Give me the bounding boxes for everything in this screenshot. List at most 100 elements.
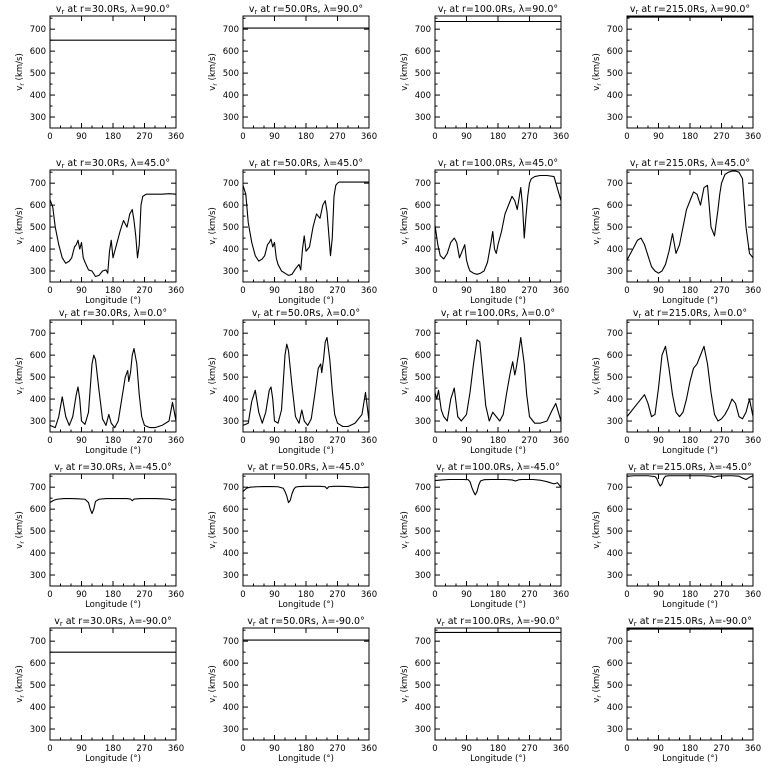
y-axis-label: vr (km/s) — [592, 53, 603, 91]
series-line — [626, 475, 754, 487]
chart-panel: vr at r=215.0Rs, λ=-90.0° 0 90 180 270 360 300… — [592, 616, 761, 764]
x-tick-label: 360 — [553, 286, 569, 296]
y-tick-label: 400 — [223, 91, 239, 101]
x-tick-label: 0 — [240, 744, 245, 754]
y-axis-label: vr (km/s) — [400, 53, 411, 91]
x-tick-label: 90 — [461, 132, 472, 142]
x-axis-label: Longitude (°) — [278, 600, 334, 610]
y-tick-label: 300 — [30, 113, 46, 123]
chart-title: vr at r=100.0Rs, λ=-90.0° — [436, 616, 560, 628]
chart-panel: vr at r=50.0Rs, λ=45.0° 0 90 180 270 360 300 40… — [208, 158, 377, 306]
y-tick-label: 400 — [30, 549, 46, 559]
x-tick-label: 0 — [432, 132, 437, 142]
chart-panel: vr at r=215.0Rs, λ=0.0° 0 90 180 270 360 300 40… — [592, 308, 761, 456]
series-line — [434, 174, 562, 275]
chart-panel: vr at r=50.0Rs, λ=0.0° 0 90 180 270 360 300 400… — [208, 308, 377, 456]
y-tick-label: 300 — [223, 417, 239, 427]
y-axis-label: vr (km/s) — [15, 357, 26, 395]
x-tick-label: 0 — [240, 590, 245, 600]
x-tick-label: 0 — [432, 286, 437, 296]
y-tick-label: 400 — [415, 395, 431, 405]
chart-title: vr at r=50.0Rs, λ=-90.0° — [247, 616, 365, 628]
y-tick-label: 700 — [415, 483, 431, 493]
y-axis-label: vr (km/s) — [208, 511, 219, 549]
x-tick-label: 270 — [521, 286, 537, 296]
series-line — [434, 337, 562, 424]
x-tick-label: 360 — [361, 590, 377, 600]
y-tick-label: 600 — [415, 505, 431, 515]
series-line — [434, 478, 562, 496]
y-tick-label: 600 — [30, 351, 46, 361]
x-axis-label: Longitude (°) — [662, 754, 718, 764]
y-tick-label: 600 — [223, 505, 239, 515]
x-tick-label: 0 — [47, 436, 52, 446]
x-tick-label: 270 — [329, 436, 345, 446]
chart-panel: vr at r=100.0Rs, λ=-90.0° 0 90 180 270 360 300… — [400, 616, 569, 764]
x-tick-label: 90 — [269, 436, 280, 446]
x-tick-label: 90 — [76, 744, 87, 754]
x-tick-label: 360 — [361, 286, 377, 296]
x-tick-label: 90 — [461, 436, 472, 446]
x-tick-label: 270 — [521, 590, 537, 600]
x-tick-label: 180 — [105, 436, 121, 446]
x-tick-label: 0 — [432, 590, 437, 600]
x-tick-label: 90 — [76, 132, 87, 142]
y-tick-label: 600 — [415, 47, 431, 57]
y-tick-label: 300 — [607, 417, 623, 427]
x-tick-label: 180 — [490, 436, 506, 446]
x-tick-label: 180 — [105, 590, 121, 600]
y-tick-label: 500 — [607, 223, 623, 233]
y-axis-label: vr (km/s) — [208, 357, 219, 395]
y-tick-label: 600 — [30, 659, 46, 669]
y-tick-label: 300 — [415, 571, 431, 581]
y-tick-label: 600 — [415, 351, 431, 361]
y-axis-label: vr (km/s) — [592, 665, 603, 703]
series-line — [49, 193, 177, 278]
x-axis-label: Longitude (°) — [662, 296, 718, 306]
x-tick-label: 0 — [240, 436, 245, 446]
y-tick-label: 500 — [607, 527, 623, 537]
x-tick-label: 90 — [653, 436, 664, 446]
x-tick-label: 180 — [682, 436, 698, 446]
x-tick-label: 90 — [653, 286, 664, 296]
y-tick-label: 600 — [415, 201, 431, 211]
x-tick-label: 270 — [329, 132, 345, 142]
y-tick-label: 400 — [30, 245, 46, 255]
chart-title: vr at r=30.0Rs, λ=0.0° — [59, 308, 167, 320]
y-tick-label: 300 — [223, 113, 239, 123]
x-tick-label: 90 — [269, 286, 280, 296]
y-tick-label: 600 — [607, 351, 623, 361]
chart-panel: vr at r=30.0Rs, λ=45.0° 0 90 180 270 360 300 40… — [15, 158, 184, 306]
x-axis-label: Longitude (°) — [470, 754, 526, 764]
y-tick-label: 400 — [30, 91, 46, 101]
chart-title: vr at r=215.0Rs, λ=-45.0° — [628, 462, 752, 474]
series-line — [626, 170, 754, 274]
x-tick-label: 180 — [490, 590, 506, 600]
x-tick-label: 180 — [298, 590, 314, 600]
chart-panel: vr at r=30.0Rs, λ=90.0° 0 90 180 270 360 300 40… — [15, 4, 184, 142]
y-tick-label: 300 — [30, 725, 46, 735]
chart-title: vr at r=215.0Rs, λ=-90.0° — [628, 616, 752, 628]
x-tick-label: 0 — [240, 286, 245, 296]
x-tick-label: 270 — [521, 132, 537, 142]
y-tick-label: 500 — [30, 223, 46, 233]
chart-panel: vr at r=215.0Rs, λ=-45.0° 0 90 180 270 360 300… — [592, 462, 761, 610]
x-tick-label: 270 — [713, 590, 729, 600]
y-tick-label: 300 — [415, 417, 431, 427]
x-tick-label: 270 — [136, 436, 152, 446]
x-tick-label: 270 — [136, 590, 152, 600]
chart-panel: vr at r=215.0Rs, λ=45.0° 0 90 180 270 360 300 4… — [592, 158, 761, 306]
x-tick-label: 180 — [298, 436, 314, 446]
chart-panel: vr at r=50.0Rs, λ=-90.0° 0 90 180 270 360 300 4… — [208, 616, 377, 764]
y-tick-label: 400 — [30, 395, 46, 405]
x-tick-label: 270 — [136, 132, 152, 142]
chart-panel: vr at r=50.0Rs, λ=90.0° 0 90 180 270 360 300 40… — [208, 4, 377, 142]
y-tick-label: 700 — [30, 329, 46, 339]
x-tick-label: 360 — [745, 436, 761, 446]
x-tick-label: 180 — [682, 590, 698, 600]
chart-title: vr at r=215.0Rs, λ=90.0° — [630, 4, 750, 16]
x-tick-label: 270 — [713, 286, 729, 296]
chart-title: vr at r=100.0Rs, λ=0.0° — [441, 308, 555, 320]
x-tick-label: 90 — [653, 590, 664, 600]
x-tick-label: 270 — [136, 744, 152, 754]
